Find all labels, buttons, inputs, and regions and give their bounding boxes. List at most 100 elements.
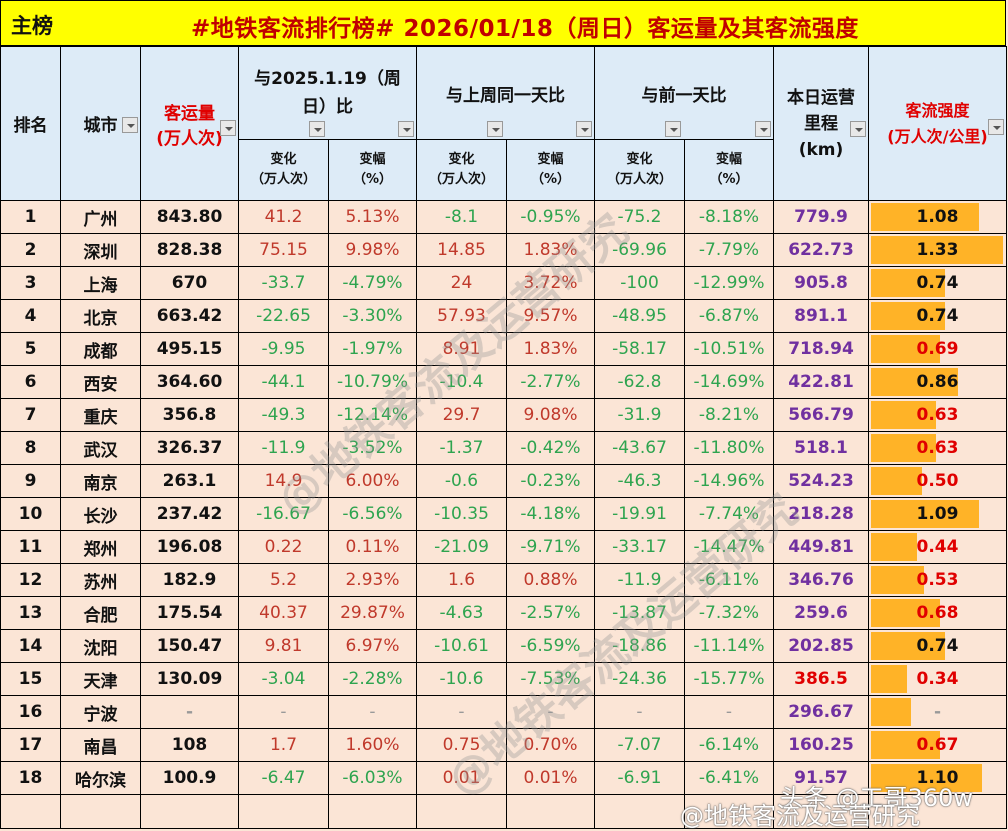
dod-change-cell: - bbox=[594, 695, 685, 729]
mileage-cell: 346.76 bbox=[773, 563, 869, 597]
filter-dropdown-icon[interactable] bbox=[850, 121, 866, 137]
wow-change-cell: -10.6 bbox=[416, 662, 507, 696]
wow-change-cell: -4.63 bbox=[416, 596, 507, 630]
wow-pct-cell: -7.53% bbox=[506, 662, 595, 696]
city-cell: 深圳 bbox=[60, 233, 141, 267]
wow-change-cell: 29.7 bbox=[416, 398, 507, 432]
empty-cell bbox=[868, 794, 1007, 829]
intensity-cell: 1.10 bbox=[868, 761, 1007, 795]
intensity-cell: 0.74 bbox=[868, 266, 1007, 300]
rank-cell: 7 bbox=[0, 398, 61, 432]
col-city[interactable]: 城市 bbox=[60, 46, 141, 201]
intensity-cell: 0.86 bbox=[868, 365, 1007, 399]
main-board-label: 主榜 bbox=[11, 14, 53, 38]
col-group-wow[interactable]: 与上周同一天比 bbox=[416, 46, 595, 140]
rank-cell: 1 bbox=[0, 200, 61, 234]
table-row: 16 宁波 - - - - - - -296.67- bbox=[0, 695, 1007, 729]
wow-change-cell: - bbox=[416, 695, 507, 729]
table-row: 5 成都 495.15 -9.95 -1.97% 8.91 1.83% -58.17 -10.5… bbox=[0, 332, 1007, 366]
ranking-table: 排名 城市 客运量 (万人次) 与2025.1.19（周日）比 与上周同一天比 与… bbox=[0, 46, 1007, 829]
city-cell: 西安 bbox=[60, 365, 141, 399]
filter-dropdown-icon[interactable] bbox=[665, 121, 681, 137]
col-yoy-pct: 变幅 （%） bbox=[328, 139, 417, 201]
filter-dropdown-icon[interactable] bbox=[755, 121, 771, 137]
yoy-pct-cell: 6.00% bbox=[328, 464, 417, 498]
empty-cell bbox=[594, 794, 685, 829]
wow-pct-cell: 9.08% bbox=[506, 398, 595, 432]
page-title: #地铁客流排行榜# 2026/01/18（周日）客运量及其客流强度 bbox=[191, 16, 859, 42]
dod-change-cell: -31.9 bbox=[594, 398, 685, 432]
filter-dropdown-icon[interactable] bbox=[576, 121, 592, 137]
intensity-cell: 0.69 bbox=[868, 332, 1007, 366]
yoy-pct-cell: 6.97% bbox=[328, 629, 417, 663]
wow-pct-cell: -9.71% bbox=[506, 530, 595, 564]
city-cell: 宁波 bbox=[60, 695, 141, 729]
weibo-watermark: @地铁客流及运营研究 bbox=[680, 802, 920, 830]
dod-change-cell: -24.36 bbox=[594, 662, 685, 696]
mileage-cell: 891.1 bbox=[773, 299, 869, 333]
intensity-cell: - bbox=[868, 695, 1007, 729]
yoy-pct-cell: 9.98% bbox=[328, 233, 417, 267]
mileage-cell: 259.6 bbox=[773, 596, 869, 630]
yoy-pct-cell: - bbox=[328, 695, 417, 729]
dod-pct-cell: -10.51% bbox=[684, 332, 774, 366]
mileage-cell: 518.1 bbox=[773, 431, 869, 465]
wow-pct-cell: 0.01% bbox=[506, 761, 595, 795]
wow-pct-cell: 1.83% bbox=[506, 233, 595, 267]
intensity-bar bbox=[871, 533, 918, 561]
intensity-bar bbox=[871, 599, 940, 627]
wow-change-cell: -8.1 bbox=[416, 200, 507, 234]
wow-pct-cell: 0.70% bbox=[506, 728, 595, 762]
intensity-cell: 0.50 bbox=[868, 464, 1007, 498]
intensity-value: 0.74 bbox=[916, 306, 959, 326]
table-row: 3 上海 670 -33.7 -4.79% 24 3.72% -100 -12.99% 905.8… bbox=[0, 266, 1007, 300]
yoy-change-cell: 0.22 bbox=[238, 530, 329, 564]
filter-dropdown-icon[interactable] bbox=[309, 121, 325, 137]
intensity-value: 0.86 bbox=[916, 372, 959, 392]
intensity-bar bbox=[871, 401, 936, 429]
table-row: 8 武汉 326.37 -11.9 -3.52% -1.37 -0.42% -43.67 -11… bbox=[0, 431, 1007, 465]
intensity-cell: 0.67 bbox=[868, 728, 1007, 762]
intensity-cell: 1.09 bbox=[868, 497, 1007, 531]
yoy-change-cell: 14.9 bbox=[238, 464, 329, 498]
wow-pct-cell: -0.95% bbox=[506, 200, 595, 234]
filter-dropdown-icon[interactable] bbox=[398, 121, 414, 137]
table-row: 17 南昌 108 1.7 1.60% 0.75 0.70% -7.07 -6.14% 160.2… bbox=[0, 728, 1007, 762]
dod-change-cell: -43.67 bbox=[594, 431, 685, 465]
yoy-change-cell: -22.65 bbox=[238, 299, 329, 333]
dod-change-cell: -58.17 bbox=[594, 332, 685, 366]
col-intensity[interactable]: 客流强度 (万人次/公里) bbox=[868, 46, 1007, 201]
filter-dropdown-icon[interactable] bbox=[988, 119, 1004, 135]
yoy-pct-cell: 2.93% bbox=[328, 563, 417, 597]
intensity-value: 1.08 bbox=[916, 207, 959, 227]
dod-pct-cell: -6.14% bbox=[684, 728, 774, 762]
intensity-bar bbox=[871, 764, 982, 792]
col-dod-pct: 变幅 （%） bbox=[684, 139, 774, 201]
intensity-cell: 0.68 bbox=[868, 596, 1007, 630]
intensity-cell: 1.33 bbox=[868, 233, 1007, 267]
empty-cell bbox=[0, 794, 61, 829]
rank-cell: 6 bbox=[0, 365, 61, 399]
intensity-bar bbox=[871, 302, 945, 330]
yoy-pct-cell: -6.56% bbox=[328, 497, 417, 531]
yoy-pct-cell: 0.11% bbox=[328, 530, 417, 564]
dod-change-cell: -69.96 bbox=[594, 233, 685, 267]
dod-pct-cell: -8.18% bbox=[684, 200, 774, 234]
col-group-dod[interactable]: 与前一天比 bbox=[594, 46, 774, 140]
yoy-pct-cell: 5.13% bbox=[328, 200, 417, 234]
rank-cell: 10 bbox=[0, 497, 61, 531]
col-mileage[interactable]: 本日运营里程 (km) bbox=[773, 46, 869, 201]
col-group-yoy[interactable]: 与2025.1.19（周日）比 bbox=[238, 46, 417, 140]
filter-dropdown-icon[interactable] bbox=[122, 117, 138, 133]
wow-change-cell: 57.93 bbox=[416, 299, 507, 333]
col-volume[interactable]: 客运量 (万人次) bbox=[140, 46, 239, 201]
rank-cell: 14 bbox=[0, 629, 61, 663]
table-row: 11 郑州 196.08 0.22 0.11% -21.09 -9.71% -33.17 -14… bbox=[0, 530, 1007, 564]
intensity-bar bbox=[871, 665, 907, 693]
col-wow-pct: 变幅 （%） bbox=[506, 139, 595, 201]
wow-pct-cell: -2.57% bbox=[506, 596, 595, 630]
filter-dropdown-icon[interactable] bbox=[487, 121, 503, 137]
dod-pct-cell: -6.87% bbox=[684, 299, 774, 333]
empty-cell bbox=[60, 794, 141, 829]
filter-dropdown-icon[interactable] bbox=[220, 120, 236, 136]
